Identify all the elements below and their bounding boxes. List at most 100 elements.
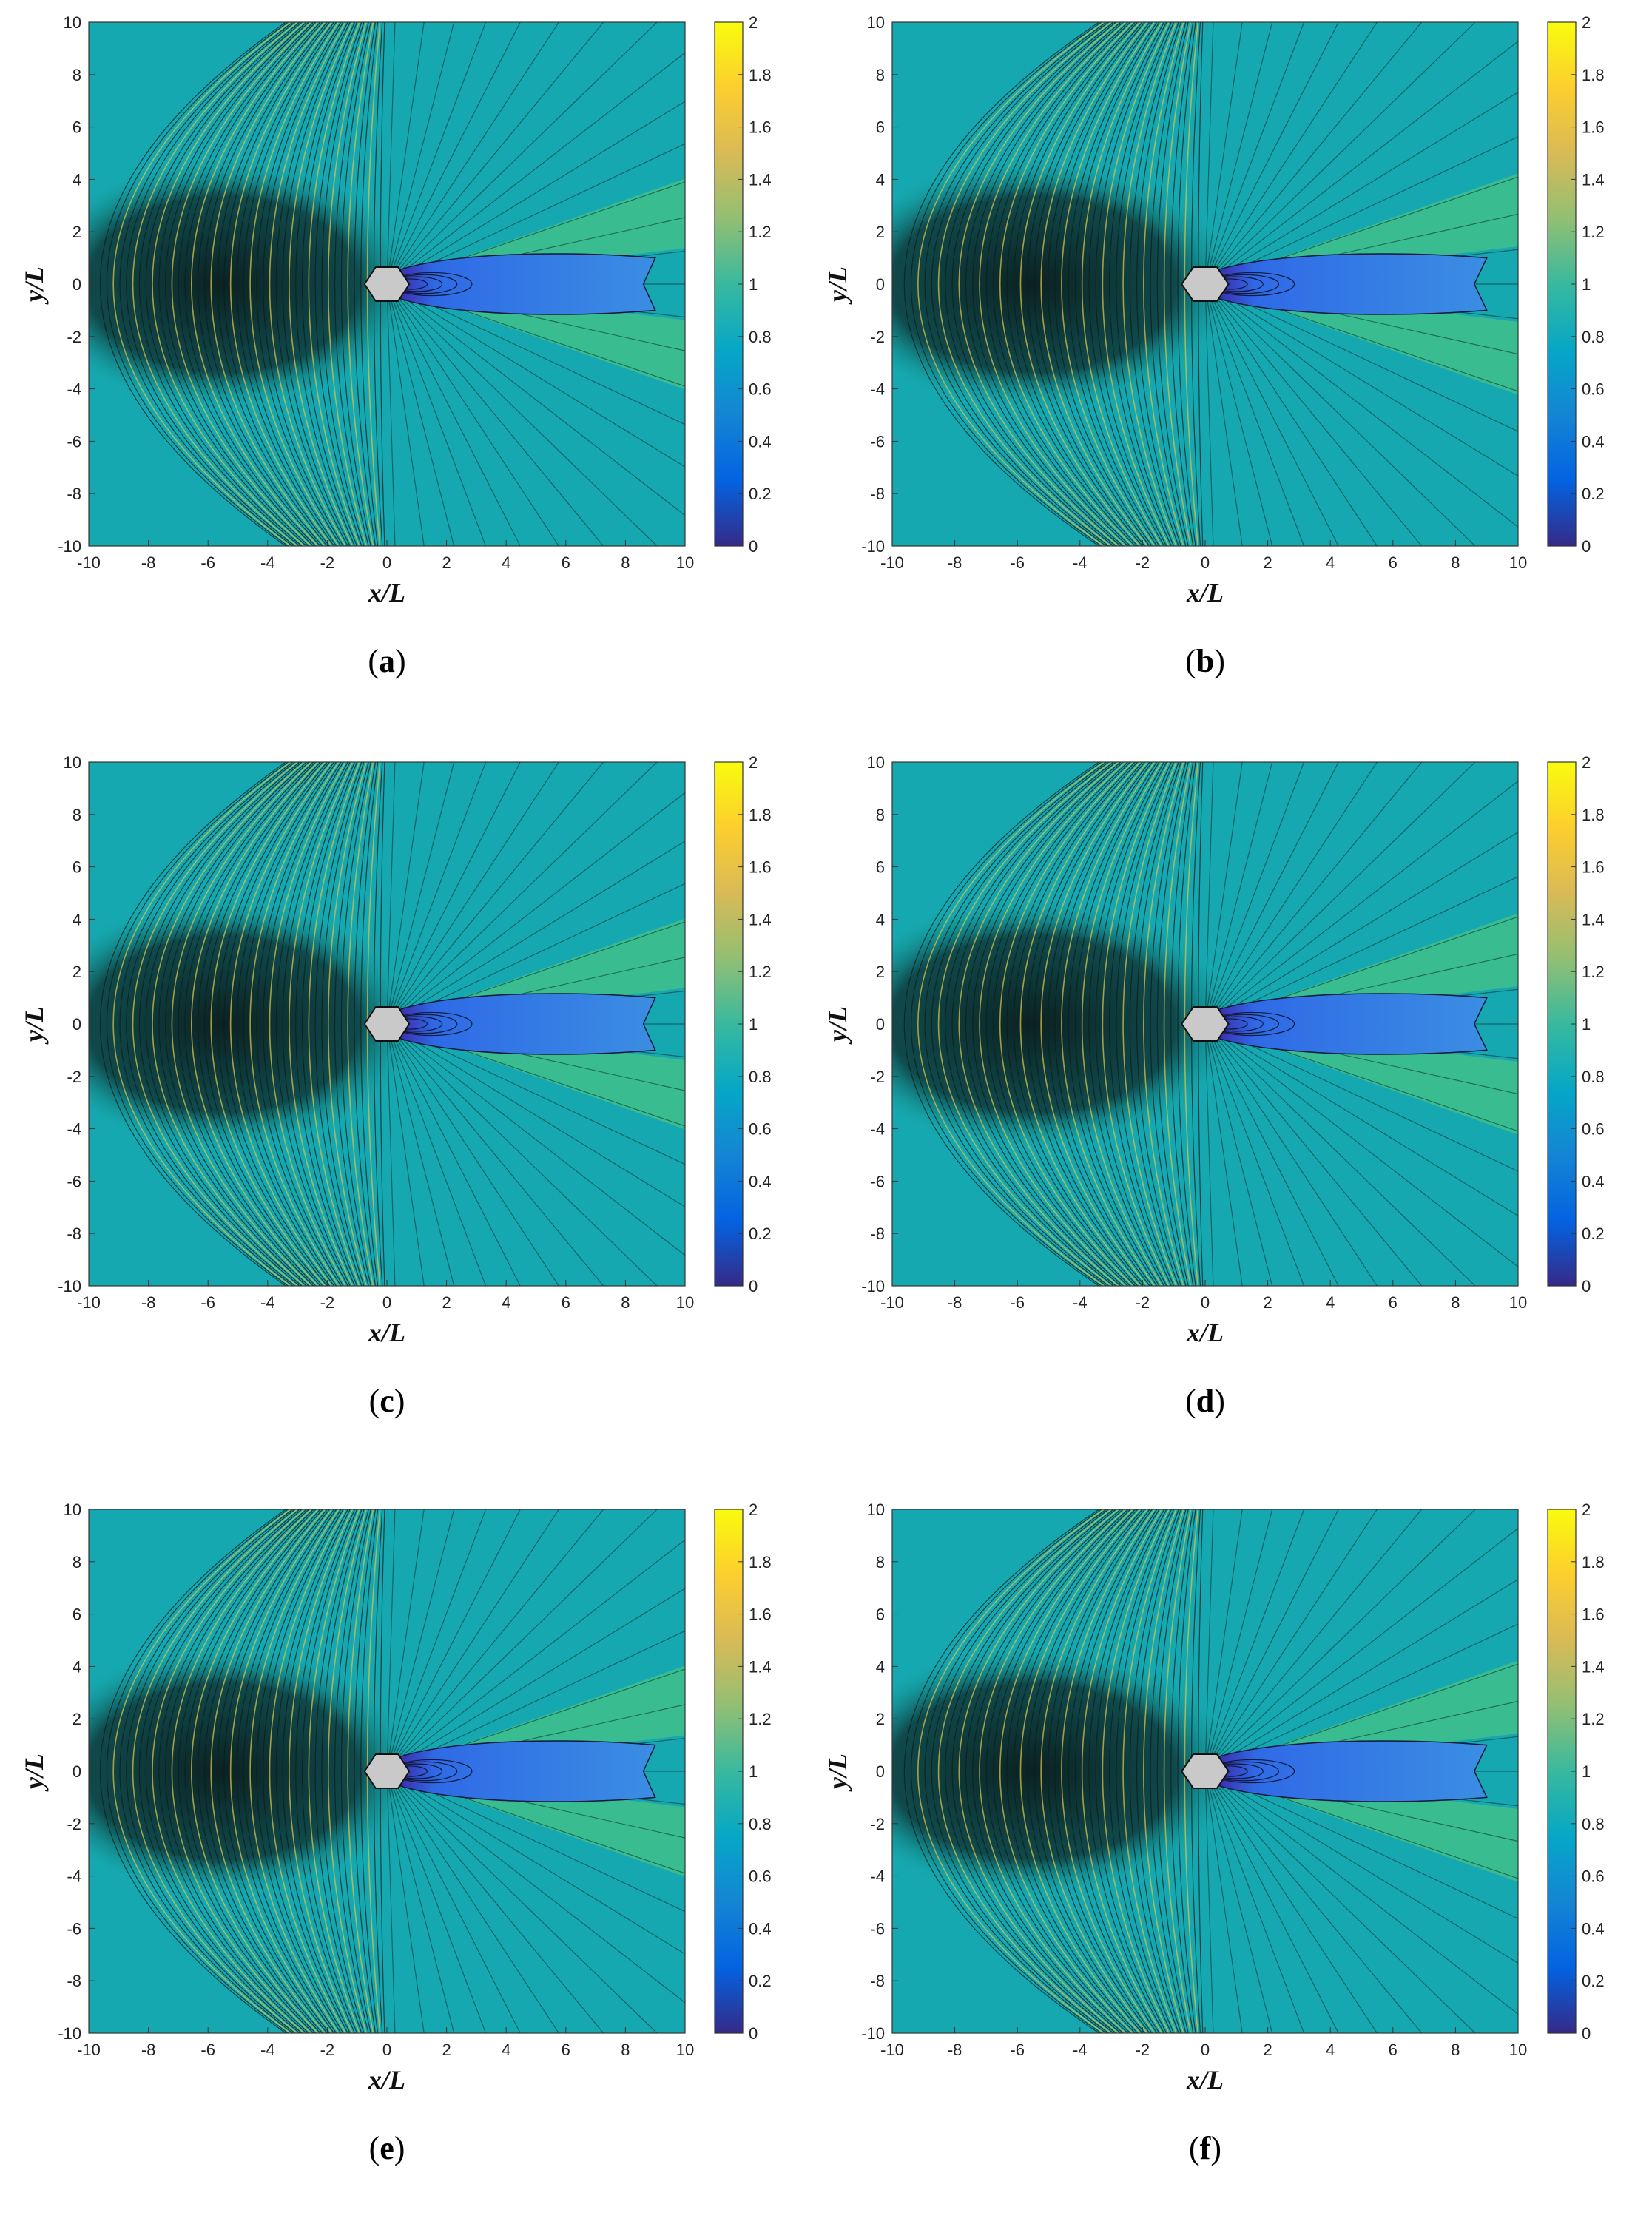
panel-label-close: )	[395, 643, 406, 679]
wave-crest	[937, 762, 1113, 1286]
contour-line	[386, 1023, 425, 1286]
wave-crest	[1074, 762, 1160, 1286]
colorbar-tick-label: 1	[1582, 1015, 1591, 1034]
wave-crest	[1006, 1509, 1136, 2033]
contour-line	[1204, 1771, 1305, 2033]
x-tick-label: 8	[1451, 2041, 1460, 2059]
contour-line	[386, 1023, 658, 1286]
contour-line	[386, 283, 604, 546]
wave-crest	[217, 1509, 328, 2033]
x-tick-label: 0	[1201, 1293, 1210, 1312]
wave-crest	[243, 22, 337, 546]
wave-crest	[360, 762, 379, 1286]
wave-crest	[243, 1509, 337, 2033]
wave-crest	[965, 1509, 1122, 2033]
y-tick-label: 4	[73, 170, 81, 189]
x-tick-label: 4	[502, 2041, 510, 2059]
wave-crest	[945, 762, 1115, 1286]
y-tick-label: 0	[73, 1762, 81, 1781]
wave-crest	[1061, 762, 1156, 1286]
panel-label-open: (	[1189, 2130, 1200, 2166]
wave-crest	[132, 1509, 299, 2033]
wave-crest	[106, 1509, 289, 2033]
wave-crest	[198, 762, 321, 1286]
panel-label-letter: f	[1199, 2130, 1211, 2166]
x-tick-label: 8	[1451, 1293, 1460, 1312]
panel-label-letter: c	[380, 1383, 394, 1419]
wave-crest	[1170, 1509, 1194, 2033]
wave-crest	[1074, 1509, 1160, 2033]
contour-line	[386, 1023, 685, 1165]
contour-line	[386, 792, 685, 1025]
wave-crest	[171, 1509, 312, 2033]
wave-crest	[347, 762, 374, 1286]
wave-crest	[1006, 762, 1136, 1286]
wake-region	[1213, 993, 1488, 1055]
y-tick-label: -8	[870, 1972, 885, 1990]
wave-crest	[301, 22, 358, 546]
wave-crest	[282, 762, 351, 1286]
colorbar-tick-label: 1.6	[749, 118, 772, 137]
colorbar-tick-label: 0.6	[749, 380, 772, 399]
wave-crest	[308, 762, 360, 1286]
wave-crest	[327, 762, 367, 1286]
panel-label: (a)	[89, 642, 685, 680]
colorbar-tick-label: 2	[749, 1500, 758, 1519]
wave-crest	[132, 762, 299, 1286]
wave-crest	[119, 22, 294, 546]
x-tick-label: 10	[1509, 2041, 1527, 2059]
wave-crest	[340, 1509, 371, 2033]
contour-line	[386, 283, 685, 425]
wave-crest	[1170, 22, 1194, 546]
contour-line	[386, 22, 487, 285]
x-tick-label: 4	[1326, 1293, 1335, 1312]
wave-crest	[999, 1509, 1134, 2033]
colorbar	[714, 761, 744, 1287]
contour-line	[386, 143, 685, 285]
wave-crest	[1006, 22, 1136, 546]
contour-line	[386, 22, 396, 285]
wave-crest	[1019, 22, 1142, 546]
colorbar-tick-label: 2	[1582, 753, 1591, 772]
contour-line	[1204, 283, 1518, 528]
y-tick-label: 0	[876, 275, 885, 294]
contour-line	[1204, 1023, 1339, 1286]
wave-crest	[210, 22, 326, 546]
contour-line	[1204, 762, 1476, 1025]
x-axis-label: x/L	[368, 578, 405, 607]
contour-line	[386, 762, 604, 1025]
contour-line	[1204, 1023, 1518, 1268]
y-tick-label: 2	[73, 223, 81, 241]
contour-line	[386, 1023, 521, 1286]
wave-crest	[223, 1509, 331, 2033]
panel-label-open: (	[368, 1383, 380, 1419]
wave-crest	[249, 762, 340, 1286]
wave-crest	[985, 762, 1129, 1286]
contour-line	[386, 883, 685, 1025]
x-axis-label: x/L	[1186, 2065, 1224, 2095]
contour-line	[1204, 1509, 1339, 1772]
y-tick-label: -2	[870, 328, 885, 346]
y-tick-label: 10	[64, 13, 81, 32]
wave-crest	[903, 762, 1100, 1286]
upstream-wave-region	[89, 158, 417, 410]
wave-crest	[1136, 22, 1182, 546]
x-tick-label: 10	[676, 1293, 694, 1312]
colorbar-tick-label: 1.4	[1582, 1657, 1605, 1676]
x-tick-label: 4	[1326, 553, 1335, 572]
x-tick-label: 6	[562, 2041, 570, 2059]
contour-line	[1204, 283, 1305, 546]
wave-crest	[158, 22, 308, 546]
wave-crest	[236, 762, 335, 1286]
wave-crest	[1122, 762, 1177, 1286]
wave-crest	[184, 1509, 317, 2033]
contour-line	[1204, 91, 1518, 285]
wave-crest	[917, 22, 1105, 546]
colorbar-tick-label: 0	[749, 1277, 758, 1296]
y-tick-label: -10	[58, 1277, 81, 1296]
wave-crest	[171, 22, 312, 546]
x-tick-label: -8	[141, 1293, 156, 1312]
colorbar-tick-label: 1	[749, 1762, 758, 1781]
colorbar-tick-label: 0.8	[1582, 1815, 1605, 1833]
contour-line	[1204, 1771, 1273, 2033]
